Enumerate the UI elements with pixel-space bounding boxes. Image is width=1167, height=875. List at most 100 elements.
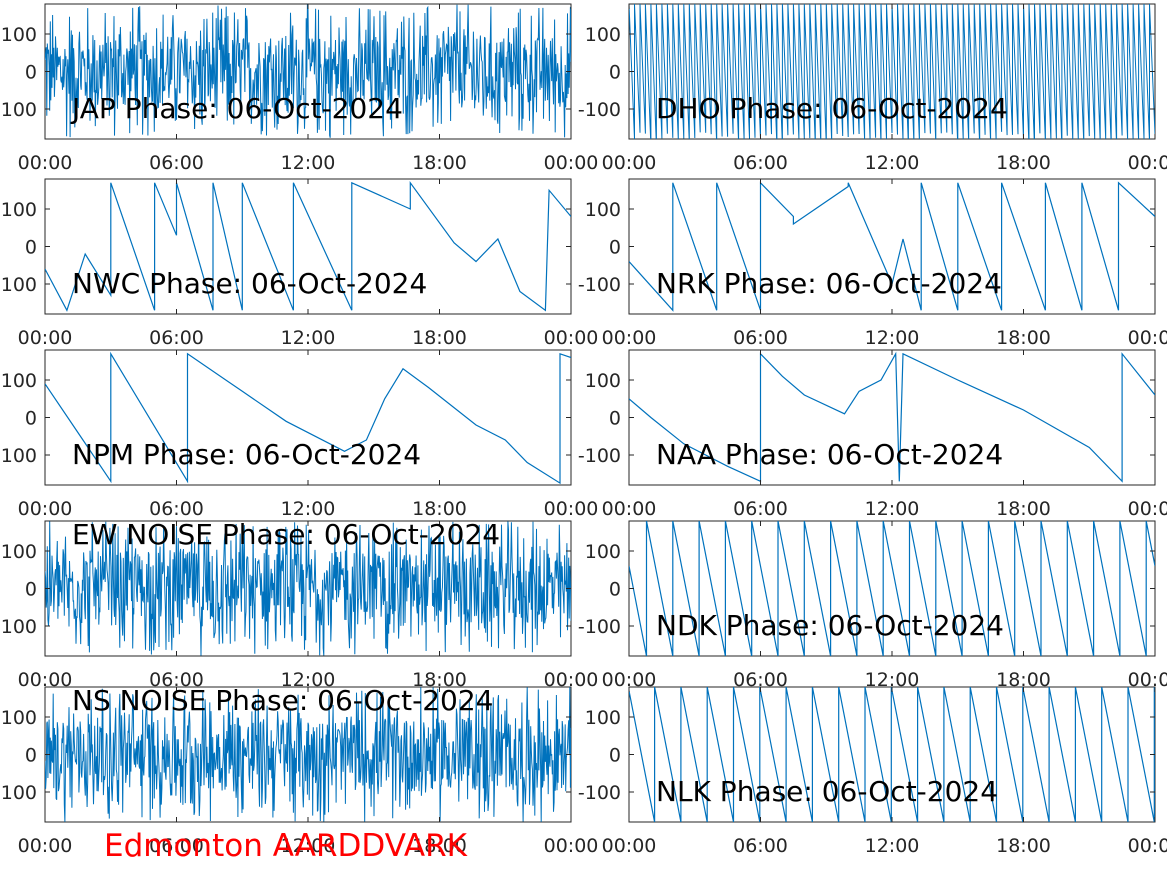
phase-panel: 100 0 -100 00:00 06:00 12:00 18:00 00:00 NDK Pha… — [578, 520, 1167, 691]
x-tick-label: 00:00 — [18, 327, 73, 349]
x-tick-label: 06:00 — [149, 327, 204, 349]
y-tick-label: -100 — [578, 99, 621, 121]
x-tick-label: 06:00 — [733, 152, 788, 174]
x-tick-label: 00:00 — [18, 835, 73, 857]
station-label: Edmonton AARDDVARK — [104, 828, 468, 864]
y-tick-label: 100 — [585, 541, 621, 563]
y-tick-label: 100 — [1, 370, 37, 392]
y-tick-label: 0 — [609, 62, 621, 84]
x-tick-label: 18:00 — [412, 152, 467, 174]
phase-series-line — [629, 351, 1155, 483]
phase-series-line — [629, 687, 1155, 822]
y-tick-label: 0 — [25, 62, 37, 84]
x-tick-label: 12:00 — [281, 669, 336, 691]
x-tick-label: 18:00 — [412, 327, 467, 349]
x-tick-label: 12:00 — [865, 152, 920, 174]
x-tick-label: 06:00 — [733, 498, 788, 520]
phase-panel: 100 0 -100 00:00 06:00 12:00 18:00 00:00 JAP Pha… — [0, 3, 599, 174]
phase-series-line — [45, 687, 571, 822]
y-tick-label: -100 — [578, 274, 621, 296]
x-tick-label: 12:00 — [865, 835, 920, 857]
y-tick-label: 0 — [609, 579, 621, 601]
x-tick-label: 12:00 — [281, 498, 336, 520]
x-tick-label: 00:00 — [544, 327, 599, 349]
y-tick-label: 0 — [609, 745, 621, 767]
panel-title: NAA Phase: 06-Oct-2024 — [656, 438, 1003, 471]
y-tick-label: 100 — [1, 541, 37, 563]
y-tick-label: 100 — [585, 370, 621, 392]
y-tick-label: 0 — [25, 579, 37, 601]
y-tick-label: -100 — [578, 782, 621, 804]
y-tick-label: -100 — [0, 99, 37, 121]
x-tick-label: 00:00 — [544, 669, 599, 691]
x-tick-label: 00:00 — [18, 152, 73, 174]
y-tick-label: 0 — [609, 237, 621, 259]
x-tick-label: 00:00 — [544, 152, 599, 174]
y-tick-label: 100 — [1, 199, 37, 221]
x-tick-label: 06:00 — [733, 327, 788, 349]
x-tick-label: 00:00 — [602, 152, 657, 174]
y-tick-label: -100 — [578, 445, 621, 467]
x-tick-label: 18:00 — [996, 152, 1051, 174]
phase-series-line — [629, 181, 1155, 312]
panel-title: NRK Phase: 06-Oct-2024 — [656, 267, 1002, 300]
x-tick-label: 18:00 — [412, 669, 467, 691]
y-tick-label: 0 — [25, 237, 37, 259]
panel-title: NDK Phase: 06-Oct-2024 — [656, 609, 1004, 642]
x-tick-label: 18:00 — [412, 498, 467, 520]
x-tick-label: 00:00 — [1128, 669, 1167, 691]
y-tick-label: 0 — [609, 408, 621, 430]
phase-panel: 100 0 -100 00:00 06:00 12:00 18:00 00:00 NLK Pha… — [578, 686, 1167, 857]
x-tick-label: 00:00 — [1128, 498, 1167, 520]
x-tick-label: 00:00 — [18, 669, 73, 691]
phase-panel: 100 0 -100 00:00 06:00 12:00 18:00 00:00 NRK Pha… — [578, 178, 1167, 349]
x-tick-label: 18:00 — [996, 669, 1051, 691]
panel-title: EW NOISE Phase: 06-Oct-2024 — [72, 518, 500, 551]
x-tick-label: 18:00 — [996, 835, 1051, 857]
phase-panel: 100 0 -100 00:00 06:00 12:00 18:00 00:00 NAA Pha… — [578, 349, 1167, 520]
phase-panel: 100 0 -100 00:00 06:00 12:00 18:00 00:00 NS NOIS… — [0, 684, 598, 857]
x-tick-label: 06:00 — [733, 835, 788, 857]
y-tick-label: 100 — [585, 24, 621, 46]
y-tick-label: -100 — [0, 274, 37, 296]
phase-series-line — [45, 351, 571, 485]
phase-series-line — [45, 180, 571, 312]
y-tick-label: -100 — [0, 616, 37, 638]
panel-title: NPM Phase: 06-Oct-2024 — [72, 438, 421, 471]
y-tick-label: 0 — [25, 745, 37, 767]
x-tick-label: 18:00 — [996, 327, 1051, 349]
phase-series-line — [629, 4, 1155, 139]
x-tick-label: 00:00 — [544, 835, 599, 857]
x-tick-label: 00:00 — [1128, 835, 1167, 857]
y-tick-label: 100 — [585, 707, 621, 729]
x-tick-label: 12:00 — [281, 327, 336, 349]
x-tick-label: 00:00 — [1128, 327, 1167, 349]
panel-title: DHO Phase: 06-Oct-2024 — [656, 92, 1008, 125]
x-tick-label: 00:00 — [18, 498, 73, 520]
phase-series-line — [45, 521, 571, 656]
phase-panel: 100 0 -100 00:00 06:00 12:00 18:00 00:00 NWC Pha… — [0, 178, 599, 349]
panel-title: NLK Phase: 06-Oct-2024 — [656, 775, 998, 808]
x-tick-label: 00:00 — [602, 327, 657, 349]
x-tick-label: 00:00 — [1128, 152, 1167, 174]
y-tick-label: 0 — [25, 408, 37, 430]
x-tick-label: 06:00 — [149, 498, 204, 520]
phase-panel: 100 0 -100 00:00 06:00 12:00 18:00 00:00 DHO Pha… — [578, 3, 1167, 174]
x-tick-label: 18:00 — [996, 498, 1051, 520]
x-tick-label: 00:00 — [602, 498, 657, 520]
x-tick-label: 00:00 — [602, 835, 657, 857]
x-tick-label: 12:00 — [865, 327, 920, 349]
x-tick-label: 06:00 — [149, 669, 204, 691]
y-tick-label: 100 — [1, 707, 37, 729]
y-tick-label: -100 — [578, 616, 621, 638]
panel-title: NWC Phase: 06-Oct-2024 — [72, 267, 427, 300]
y-tick-label: -100 — [0, 782, 37, 804]
x-tick-label: 12:00 — [281, 152, 336, 174]
x-tick-label: 12:00 — [281, 835, 336, 857]
phase-panel: 100 0 -100 00:00 06:00 12:00 18:00 00:00 NPM Pha… — [0, 349, 598, 520]
panel-title: JAP Phase: 06-Oct-2024 — [70, 92, 403, 125]
x-tick-label: 12:00 — [865, 669, 920, 691]
x-tick-label: 12:00 — [865, 498, 920, 520]
phase-panel: 100 0 -100 00:00 06:00 12:00 18:00 00:00 EW NOIS… — [0, 518, 598, 691]
